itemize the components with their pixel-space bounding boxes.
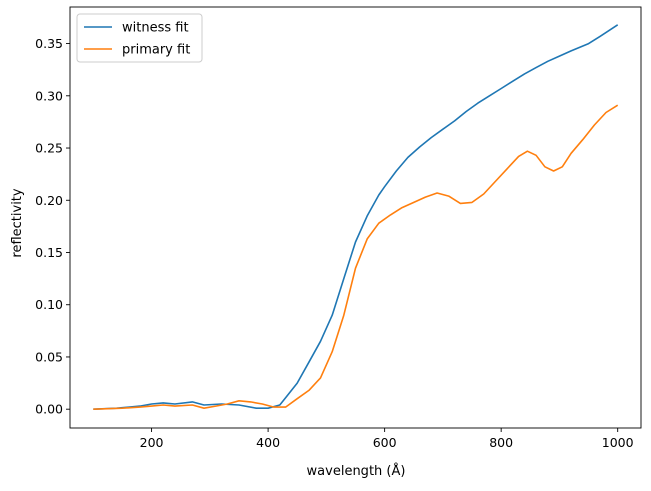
- y-axis-label: reflectivity: [10, 188, 25, 258]
- y-tick-label: 0.15: [35, 245, 63, 260]
- x-tick-label: 1000: [602, 435, 634, 450]
- y-tick-label: 0.00: [35, 402, 63, 417]
- y-tick-label: 0.20: [35, 193, 63, 208]
- x-tick-label: 400: [256, 435, 280, 450]
- y-tick-label: 0.25: [35, 141, 63, 156]
- y-tick-label: 0.35: [35, 36, 63, 51]
- x-tick-label: 800: [489, 435, 513, 450]
- axes: 200 400 600 800 1000 0.00 0.05 0.10 0.15 0.20 0.25…: [35, 6, 642, 450]
- legend-box: [76, 13, 203, 63]
- x-axis-label: wavelength (Å): [307, 463, 406, 479]
- x-tick-label: 600: [373, 435, 397, 450]
- legend-label-1: witness fit: [122, 21, 189, 36]
- series-line-1: [93, 24, 619, 410]
- x-tick-label: 200: [140, 435, 164, 450]
- plot-lines: [93, 24, 619, 410]
- legend-label-2: primary fit: [122, 43, 190, 58]
- plot-frame: [69, 6, 642, 429]
- legend: witness fit primary fit: [76, 13, 203, 63]
- series-line-2: [93, 104, 619, 410]
- y-tick-label: 0.10: [35, 297, 63, 312]
- y-tick-label: 0.05: [35, 349, 63, 364]
- y-tick-label: 0.30: [35, 88, 63, 103]
